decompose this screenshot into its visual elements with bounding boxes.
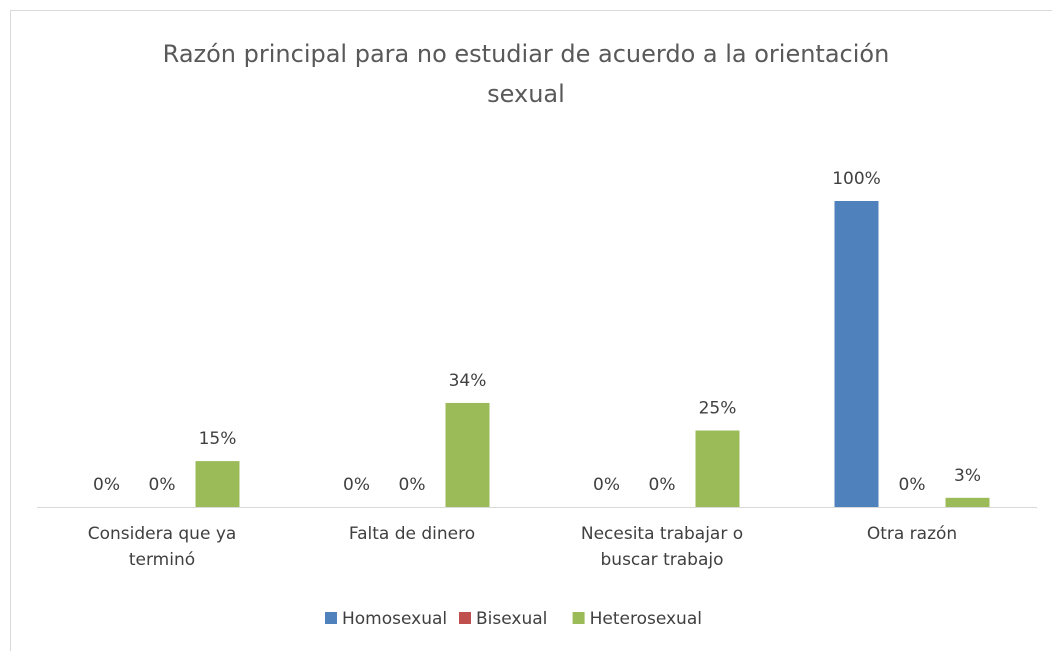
bar bbox=[945, 497, 990, 507]
legend-label: Bisexual bbox=[476, 609, 547, 629]
bar bbox=[195, 461, 240, 507]
legend-label: Heterosexual bbox=[590, 609, 702, 629]
value-label: 25% bbox=[699, 399, 737, 419]
value-label: 15% bbox=[199, 429, 237, 449]
value-label: 0% bbox=[649, 475, 676, 495]
value-label: 0% bbox=[93, 475, 120, 495]
x-label-box: Necesita trabajar o buscar trabajo bbox=[580, 524, 744, 570]
legend-swatch bbox=[572, 612, 585, 624]
chart-title: Razón principal para no estudiar de acue… bbox=[162, 40, 890, 108]
legend-label: Homosexual bbox=[342, 609, 447, 629]
value-label: 0% bbox=[899, 475, 926, 495]
value-label: 3% bbox=[954, 466, 981, 486]
value-label: 0% bbox=[343, 475, 370, 495]
bar bbox=[445, 402, 490, 507]
value-label: 100% bbox=[832, 169, 881, 189]
title-box: Razón principal para no estudiar de acue… bbox=[162, 40, 890, 108]
value-label: 34% bbox=[449, 371, 487, 391]
x-tick-label: Necesita trabajar o buscar trabajo bbox=[580, 524, 744, 570]
value-label: 0% bbox=[593, 475, 620, 495]
bar bbox=[834, 201, 879, 507]
x-label-box: Considera que ya terminó bbox=[87, 524, 237, 570]
legend-swatch bbox=[459, 612, 471, 624]
x-tick-label: Falta de dinero bbox=[348, 524, 476, 544]
x-tick-label: Considera que ya terminó bbox=[87, 524, 237, 570]
bar bbox=[695, 430, 740, 507]
x-label-box: Otra razón bbox=[866, 524, 958, 544]
x-tick-label: Otra razón bbox=[866, 524, 958, 544]
x-label-box: Falta de dinero bbox=[348, 524, 476, 544]
value-label: 0% bbox=[149, 475, 176, 495]
legend-swatch bbox=[325, 612, 337, 624]
value-label: 0% bbox=[399, 475, 426, 495]
